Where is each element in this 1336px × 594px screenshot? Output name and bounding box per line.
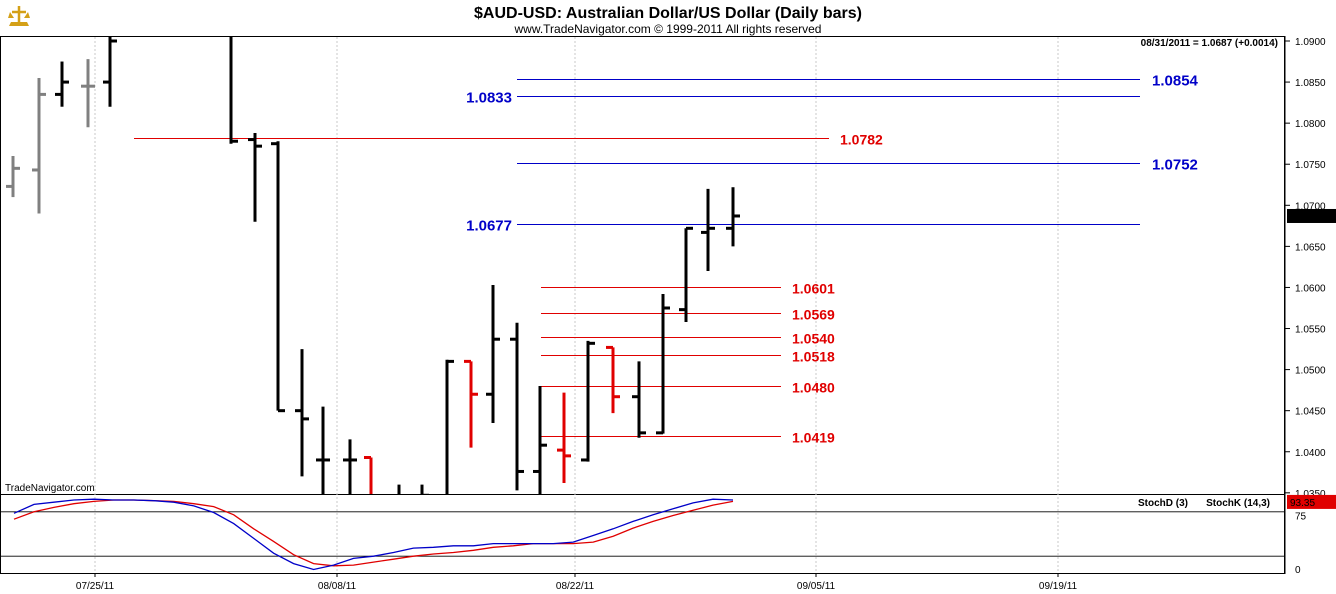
price-tick-label: 1.0850 xyxy=(1295,78,1326,89)
date-axis: 07/25/11 08/08/11 08/22/11 09/05/11 09/19/11 xyxy=(76,573,1078,592)
ohlc-bar xyxy=(581,340,595,462)
price-tick-label: 1.0600 xyxy=(1295,283,1326,294)
legend-stochk: StochK (14,3) xyxy=(1206,498,1270,509)
stochastic-lines: 75 0 93.35 xyxy=(1,494,1336,576)
ohlc-bar xyxy=(464,359,478,448)
date-tick-label: 08/08/11 xyxy=(318,581,357,592)
price-tick-label: 1.0550 xyxy=(1295,325,1326,336)
level-lines: 1.0854 1.0833 1.0782 1.0752 1.0677 1.0601 1.05… xyxy=(134,73,1199,446)
ohlc-bar xyxy=(271,141,285,413)
price-bars xyxy=(6,37,740,494)
price-tick-label: 1.0400 xyxy=(1295,448,1326,459)
ohlc-bar xyxy=(656,294,670,435)
date-tick-label: 09/05/11 xyxy=(797,581,836,592)
ohlc-bar xyxy=(364,456,373,494)
date-tick-label: 07/25/11 xyxy=(76,581,115,592)
level-label: 1.0677 xyxy=(466,218,512,235)
ohlc-bar xyxy=(679,226,693,322)
ohlc-bar xyxy=(533,386,547,494)
ohlc-bar xyxy=(248,133,262,222)
ohlc-bar xyxy=(726,187,740,247)
price-tick-label: 1.0800 xyxy=(1295,119,1326,130)
ohlc-bar xyxy=(397,484,401,494)
level-label: 1.0419 xyxy=(792,430,835,446)
ohlc-bar xyxy=(103,37,117,107)
ohlc-bar xyxy=(606,345,620,414)
price-tick-label: 1.0700 xyxy=(1295,201,1326,212)
level-label: 1.0854 xyxy=(1152,73,1199,90)
ohlc-bar xyxy=(486,284,500,423)
vertical-grid xyxy=(94,37,1059,573)
legend-stochd: StochD (3) xyxy=(1138,498,1188,509)
ohlc-bar xyxy=(420,484,429,494)
date-tick-label: 09/19/11 xyxy=(1039,581,1078,592)
price-tick-label: 1.0650 xyxy=(1295,242,1326,253)
ohlc-bar xyxy=(55,61,69,107)
stoch-value-label: 93.35 xyxy=(1290,498,1315,509)
price-tick-label: 1.0500 xyxy=(1295,366,1326,377)
ohlc-bar xyxy=(632,361,646,438)
stoch-value-badge xyxy=(1287,494,1336,509)
ohlc-bar xyxy=(316,406,330,494)
quote-readout: 08/31/2011 = 1.0687 (+0.0014) xyxy=(1141,38,1278,49)
level-label: 1.0569 xyxy=(792,307,835,323)
price-tick-label: 1.0750 xyxy=(1295,160,1326,171)
level-label: 1.0601 xyxy=(792,281,835,297)
last-price-label: 1.0687 xyxy=(1290,212,1321,223)
ohlc-bar xyxy=(229,37,238,144)
watermark: TradeNavigator.com xyxy=(5,483,95,494)
ohlc-bar xyxy=(81,59,95,128)
chart-subtitle: www.TradeNavigator.com © 1999-2011 All r… xyxy=(514,22,822,36)
ohlc-bar xyxy=(510,322,524,491)
level-label: 1.0833 xyxy=(466,90,512,107)
price-tick-label: 1.0900 xyxy=(1295,37,1326,48)
price-axis: 1.0900 1.0850 1.0800 1.0750 1.0700 1.0650 1.06… xyxy=(1285,37,1336,500)
ohlc-bar xyxy=(701,188,715,272)
ohlc-bar xyxy=(32,77,46,214)
ohlc-bar xyxy=(295,349,309,477)
level-label: 1.0540 xyxy=(792,331,835,347)
stoch-tick-label: 75 xyxy=(1295,512,1307,523)
stoch-line xyxy=(13,498,734,571)
date-tick-label: 08/22/11 xyxy=(556,581,595,592)
price-panel[interactable] xyxy=(0,36,1285,495)
level-label: 1.0518 xyxy=(792,349,835,365)
level-label: 1.0752 xyxy=(1152,157,1198,174)
level-label: 1.0782 xyxy=(840,132,883,148)
price-tick-label: 1.0450 xyxy=(1295,407,1326,418)
logo-icon xyxy=(6,4,32,30)
stoch-tick-label: 0 xyxy=(1295,565,1301,576)
ohlc-bar xyxy=(6,156,20,198)
ohlc-bar xyxy=(445,359,454,494)
level-label: 1.0480 xyxy=(792,380,835,396)
ohlc-bar xyxy=(343,439,357,494)
price-tick-label: 1.0350 xyxy=(1295,489,1326,500)
chart-title: $AUD-USD: Australian Dollar/US Dollar (D… xyxy=(474,5,862,22)
ohlc-bar xyxy=(557,392,571,483)
last-price-badge xyxy=(1287,208,1336,223)
